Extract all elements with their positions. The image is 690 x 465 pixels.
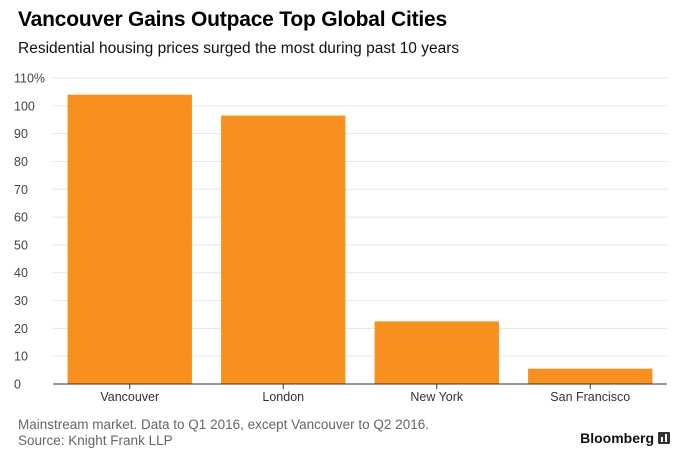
y-axis-ticks: 0 10 20 30 40 50 60 70 80 90 100 110% xyxy=(14,72,45,392)
x-tick-label: San Francisco xyxy=(550,390,630,404)
y-tick-label: 0 xyxy=(14,378,21,392)
chart-subtitle: Residential housing prices surged the mo… xyxy=(18,40,460,57)
brand-logo: Bloomberg xyxy=(580,430,670,446)
source-note: Source: Knight Frank LLP xyxy=(18,433,173,448)
y-tick-label: 60 xyxy=(14,211,28,225)
y-tick-label: 50 xyxy=(14,238,28,252)
y-tick-label: 80 xyxy=(14,155,28,169)
bar xyxy=(528,368,653,384)
y-tick-label: 20 xyxy=(14,322,28,336)
y-tick-label: 30 xyxy=(14,294,28,308)
brand-name: Bloomberg xyxy=(580,430,654,446)
y-tick-label: 10 xyxy=(14,350,28,364)
y-tick-label: 40 xyxy=(14,266,28,280)
y-tick-label: 70 xyxy=(14,183,28,197)
bar xyxy=(221,115,346,385)
x-tick-label: London xyxy=(262,390,304,404)
bar-chart-icon xyxy=(658,432,670,444)
y-tick-label: 100 xyxy=(14,99,35,113)
bar xyxy=(374,321,499,384)
bars xyxy=(67,94,653,385)
y-tick-label: 90 xyxy=(14,127,28,141)
bar xyxy=(67,94,192,384)
x-tick-label: Vancouver xyxy=(100,390,159,404)
footnote: Mainstream market. Data to Q1 2016, exce… xyxy=(18,417,429,432)
x-tick-label: New York xyxy=(410,390,464,404)
x-axis-labels: Vancouver London New York San Francisco xyxy=(100,384,630,404)
footer: Mainstream market. Data to Q1 2016, exce… xyxy=(18,417,429,449)
chart-title: Vancouver Gains Outpace Top Global Citie… xyxy=(18,8,448,31)
y-tick-label: 110% xyxy=(14,72,45,86)
